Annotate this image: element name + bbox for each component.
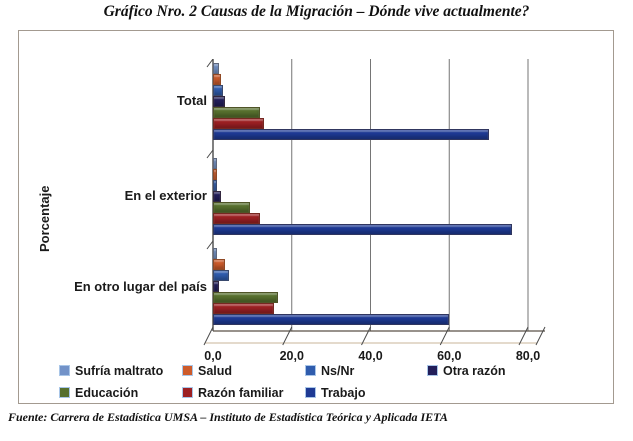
legend-label: Razón familiar <box>198 386 284 400</box>
bar-educacion-en-el-exterior <box>213 202 251 213</box>
bar-otra-razon-en-otro-lugar-del-pais <box>213 281 219 292</box>
bar-razon-familiar-total <box>213 118 265 129</box>
legend-swatch-ns-nr <box>305 365 316 376</box>
bar-ns-nr-en-el-exterior <box>213 180 217 191</box>
legend-label: Educación <box>75 386 139 400</box>
legend-item-trabajo: Trabajo <box>305 387 365 401</box>
legend-swatch-razon-familiar <box>182 387 193 398</box>
bar-trabajo-en-el-exterior <box>213 224 513 235</box>
legend-swatch-sufria-maltrato <box>59 365 70 376</box>
bar-sufria-maltrato-en-el-exterior <box>213 158 217 169</box>
legend-swatch-trabajo <box>305 387 316 398</box>
x-tick-label-3: 60,0 <box>437 349 462 363</box>
x-tick-label-2: 40,0 <box>358 349 383 363</box>
bar-educacion-en-otro-lugar-del-pais <box>213 292 278 303</box>
legend-item-educacion: Educación <box>59 387 138 401</box>
legend-label: Otra razón <box>443 364 506 378</box>
source-note: Fuente: Carrera de Estadística UMSA – In… <box>8 410 448 424</box>
legend-item-ns-nr: Ns/Nr <box>305 365 354 379</box>
x-tick-label-0: 0,0 <box>204 349 222 363</box>
bar-otra-razon-total <box>213 96 225 107</box>
bar-trabajo-en-otro-lugar-del-pais <box>213 314 450 325</box>
bar-sufria-maltrato-en-otro-lugar-del-pais <box>213 248 217 259</box>
category-label-en-otro-lugar-del-pais: En otro lugar del país <box>74 279 207 294</box>
category-label-en-el-exterior: En el exterior <box>124 188 207 203</box>
legend-item-otra-razon: Otra razón <box>427 365 506 379</box>
legend-label: Sufría maltrato <box>75 364 164 378</box>
legend-swatch-salud <box>182 365 193 376</box>
chart-frame: Porcentaje Total En el exterior En otro lu… <box>18 30 614 404</box>
legend-item-razon-familiar: Razón familiar <box>182 387 283 401</box>
legend-label: Ns/Nr <box>321 364 355 378</box>
legend-swatch-educacion <box>59 387 70 398</box>
bar-razon-familiar-en-otro-lugar-del-pais <box>213 303 275 314</box>
bar-sufria-maltrato-total <box>213 63 219 74</box>
bar-razon-familiar-en-el-exterior <box>213 213 261 224</box>
bar-salud-en-otro-lugar-del-pais <box>213 259 225 270</box>
legend-swatch-otra-razon <box>427 365 438 376</box>
x-tick-label-4: 80,0 <box>515 349 541 363</box>
chart-title: Gráfico Nro. 2 Causas de la Migración – … <box>103 3 530 20</box>
bar-otra-razon-en-el-exterior <box>213 191 221 202</box>
x-tick-label-1: 20,0 <box>279 349 304 363</box>
bar-salud-total <box>213 74 221 85</box>
legend-item-sufria-maltrato: Sufría maltrato <box>59 365 163 379</box>
bar-trabajo-total <box>213 129 489 140</box>
legend-item-salud: Salud <box>182 365 232 379</box>
plot-area <box>213 59 558 359</box>
bar-ns-nr-en-otro-lugar-del-pais <box>213 270 229 281</box>
y-axis-title: Porcentaje <box>37 185 52 253</box>
legend-label: Salud <box>198 364 233 378</box>
category-label-total: Total <box>176 93 207 108</box>
legend-label: Trabajo <box>321 386 366 400</box>
bar-educacion-total <box>213 107 261 118</box>
bar-ns-nr-total <box>213 85 223 96</box>
bar-salud-en-el-exterior <box>213 169 217 180</box>
